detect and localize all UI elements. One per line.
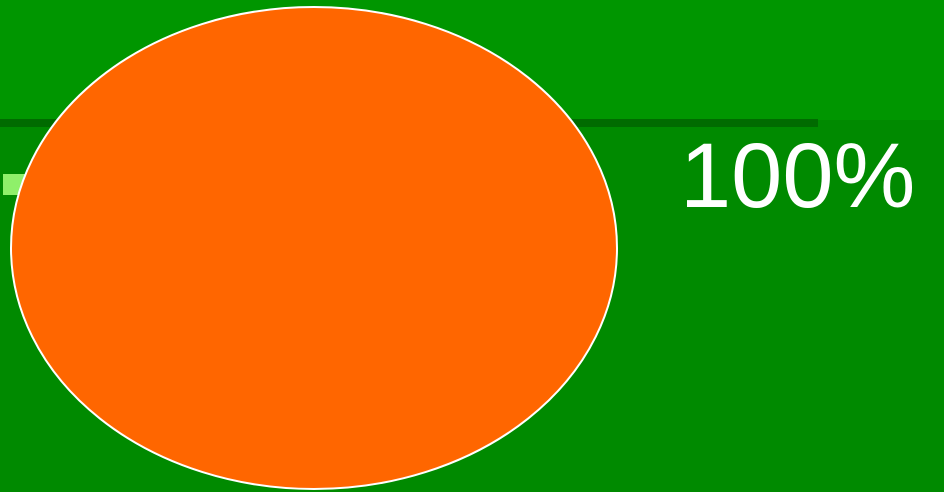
orange-ellipse — [9, 5, 619, 491]
progress-percent-label: 100% — [680, 125, 916, 227]
orange-ellipse-shape — [10, 6, 618, 490]
